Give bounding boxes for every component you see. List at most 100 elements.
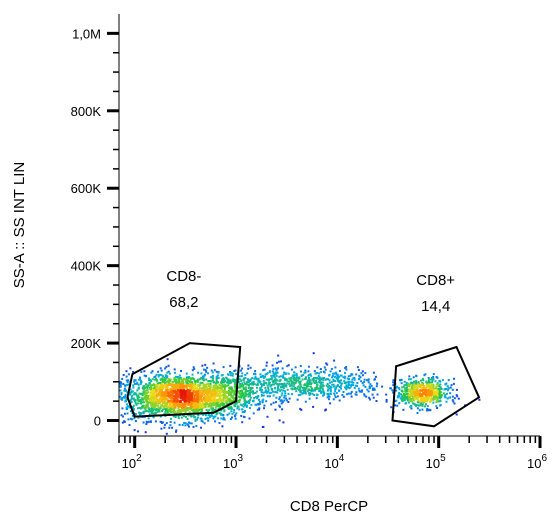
event-dot [450,384,453,387]
event-dot [229,374,232,377]
event-dot [338,380,341,382]
event-dot [155,379,158,382]
event-dot [401,386,404,389]
event-dot [186,403,189,406]
event-dot [181,380,184,383]
event-dot [153,384,156,387]
event-dot [451,395,454,398]
event-dot [253,377,256,380]
event-dot [150,398,153,401]
event-dot [169,378,172,381]
event-dot [220,386,223,388]
event-dot [346,385,348,388]
event-dot [211,371,214,374]
event-dot [222,366,225,369]
event-dot [291,381,294,384]
event-dot [142,411,145,414]
event-dot [224,385,227,388]
event-dot [397,395,399,398]
event-dot [262,394,265,397]
event-dot [215,375,218,378]
x-tick-label: 103 [223,453,243,471]
event-dot [298,380,301,383]
event-dot [214,403,217,406]
event-dot [406,386,408,389]
event-dot [308,383,310,385]
event-dot [262,379,265,382]
event-dot [210,390,213,393]
event-dot [240,395,243,397]
event-dot [177,389,179,391]
event-dot [150,388,152,391]
event-dot [164,377,167,380]
event-dot [226,400,229,403]
event-dot [166,375,169,378]
event-dot [171,388,174,391]
event-dot [181,385,184,388]
event-dot [150,384,153,387]
event-dot [243,398,246,401]
event-dot [190,386,193,389]
event-dot [323,366,326,369]
event-dot [332,383,335,386]
event-dot [233,383,236,386]
event-dot [151,401,153,404]
event-dot [145,406,147,409]
event-dot [358,389,361,392]
event-dot [152,387,155,390]
event-dot [253,397,256,399]
event-dot [155,402,158,405]
event-dot [206,403,209,405]
event-dot [242,415,245,418]
event-dot [232,379,235,382]
event-dot [211,379,214,382]
event-dot [266,391,269,394]
event-dot [419,400,422,403]
event-dot [277,367,279,370]
event-dot [407,388,410,391]
event-dot [186,384,188,387]
event-dot [306,390,309,393]
event-dot [268,395,271,398]
event-dot [145,403,148,406]
event-dot [308,392,311,395]
event-dot [187,376,190,379]
event-dot [151,406,154,409]
event-dot [271,370,274,373]
event-dot [143,388,145,391]
event-dot [233,399,235,402]
event-dot [165,365,168,368]
event-dot [256,382,259,385]
event-dot [222,418,225,421]
event-dot [427,383,430,386]
event-dot [179,409,182,411]
event-dot [285,397,287,400]
event-dot [192,385,195,388]
event-dot [290,382,293,385]
event-dot [145,383,148,386]
event-dot [285,385,288,388]
event-dot [212,404,215,407]
event-dot [156,384,159,387]
event-dot [180,394,183,397]
event-dot [222,377,225,380]
event-dot [288,397,291,400]
event-dot [136,381,139,384]
event-dot [193,409,195,412]
event-dot [192,410,195,413]
event-dot [348,378,350,381]
event-dot [336,376,339,379]
event-dot [196,406,199,409]
event-dot [119,385,122,388]
event-dot [219,389,222,392]
event-dot [399,379,401,382]
event-dot [247,379,250,382]
event-dot [125,400,127,402]
event-dot [128,393,131,396]
event-dot [197,371,200,374]
event-dot [312,405,315,408]
event-dot [192,415,195,417]
event-dot [390,406,393,409]
event-dot [275,396,278,399]
event-dot [125,379,128,382]
